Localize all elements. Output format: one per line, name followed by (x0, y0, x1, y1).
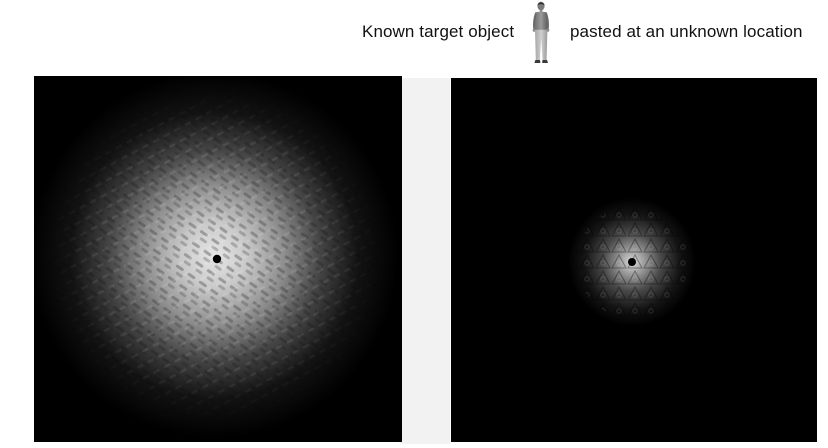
person-standing-icon (532, 1, 550, 63)
correlation-map-left (34, 76, 402, 442)
peak-marker-right (628, 258, 636, 266)
peak-marker-left (212, 254, 222, 264)
correlation-map-left-svg (34, 76, 402, 442)
caption-known-target: Known target object (362, 22, 515, 41)
correlation-map-right (451, 78, 817, 442)
panel-divider (400, 78, 450, 444)
correlation-map-right-svg (451, 78, 817, 442)
caption-unknown-location: pasted at an unknown location (570, 22, 803, 41)
